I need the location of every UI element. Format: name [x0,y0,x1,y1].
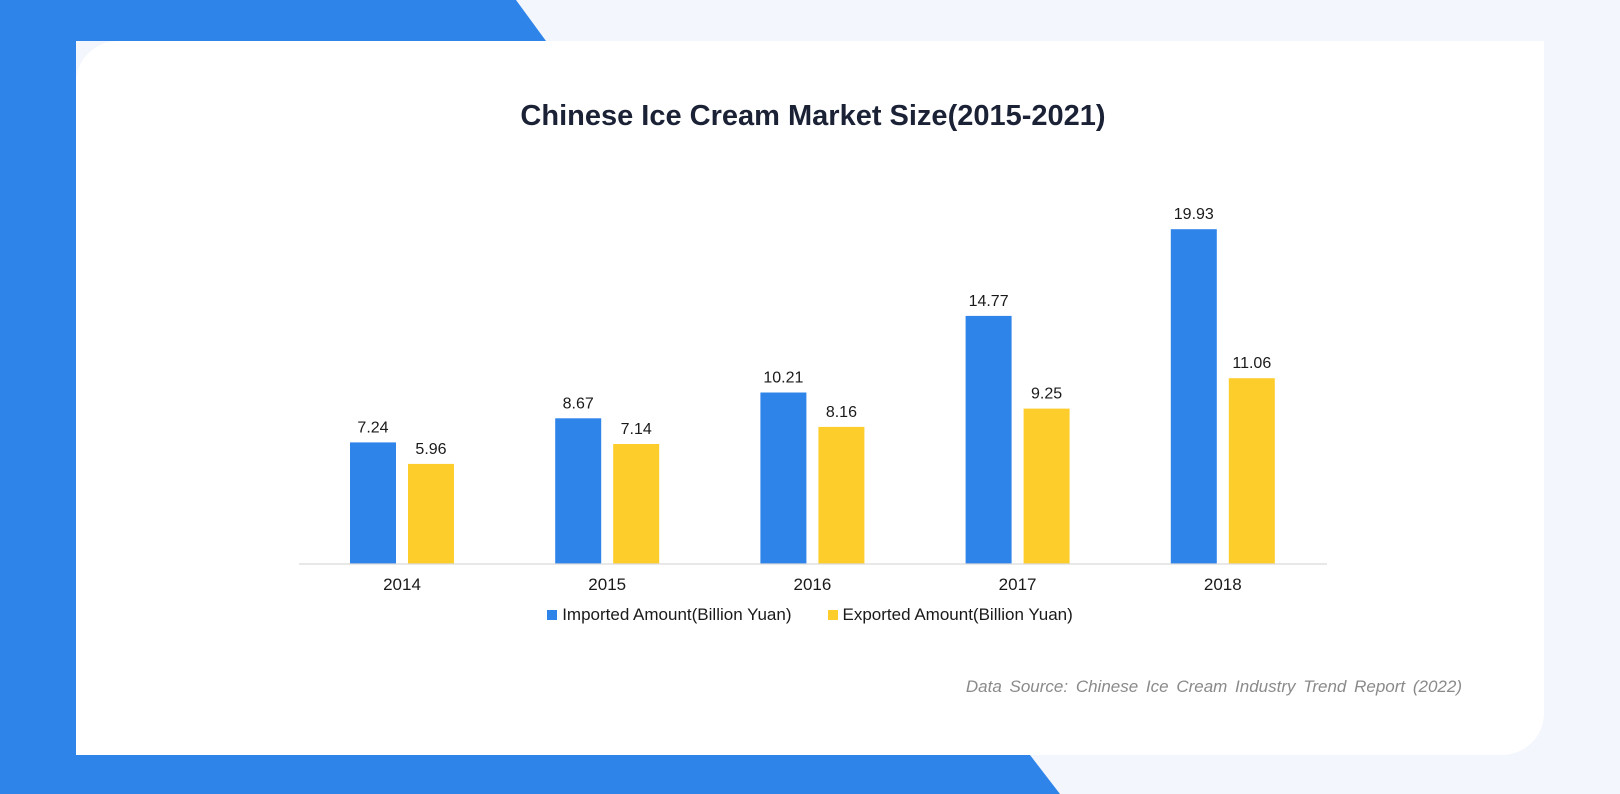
x-tick-label-2016: 2016 [793,575,831,594]
data-label-exported-2016: 8.16 [826,404,857,421]
legend-item-exported[interactable]: Exported Amount(Billion Yuan) [827,605,1073,625]
bar-imported-2015[interactable] [555,418,602,564]
bar-imported-2014[interactable] [350,442,396,564]
bar-exported-2018[interactable] [1228,378,1275,564]
data-label-imported-2015: 8.67 [563,395,594,412]
legend-label-imported: Imported Amount(Billion Yuan) [562,605,792,624]
data-label-imported-2017: 14.77 [969,293,1009,310]
x-tick-label-2015: 2015 [588,575,626,594]
legend-swatch-exported [827,610,838,620]
data-label-exported-2015: 7.14 [621,421,652,438]
bar-imported-2017[interactable] [965,315,1012,564]
data-label-imported-2016: 10.21 [763,370,803,387]
labels-layer: 7.24 5.96 8.67 7.14 10.21 8.16 14.77 9.25 19.93 1… [357,206,1271,458]
bar-exported-2015[interactable] [613,444,660,564]
data-label-exported-2014: 5.96 [415,441,446,458]
bar-exported-2017[interactable] [1023,408,1070,564]
legend-item-imported[interactable]: Imported Amount(Billion Yuan) [547,605,792,625]
x-tick-labels: 2014 2015 2016 2017 2018 [383,575,1242,594]
bars-layer [350,229,1275,564]
data-label-exported-2017: 9.25 [1031,386,1062,403]
legend-swatch-imported [547,610,558,620]
bar-imported-2018[interactable] [1170,229,1217,564]
bar-exported-2016[interactable] [818,426,865,564]
data-label-imported-2018: 19.93 [1174,206,1214,223]
x-tick-label-2018: 2018 [1204,575,1242,594]
legend-label-exported: Exported Amount(Billion Yuan) [842,605,1073,624]
x-tick-label-2017: 2017 [999,575,1037,594]
data-label-imported-2014: 7.24 [357,419,388,436]
data-label-exported-2018: 11.06 [1232,355,1271,372]
chart-card [76,41,1544,755]
data-source-note: Data Source: Chinese Ice Cream Industry … [965,677,1462,696]
chart-title: Chinese Ice Cream Market Size(2015-2021) [520,100,1106,132]
bar-exported-2014[interactable] [408,463,454,564]
x-tick-label-2014: 2014 [383,575,421,594]
bar-imported-2016[interactable] [760,392,807,565]
chart-legend: Imported Amount(Billion Yuan) Exported A… [0,605,1620,625]
